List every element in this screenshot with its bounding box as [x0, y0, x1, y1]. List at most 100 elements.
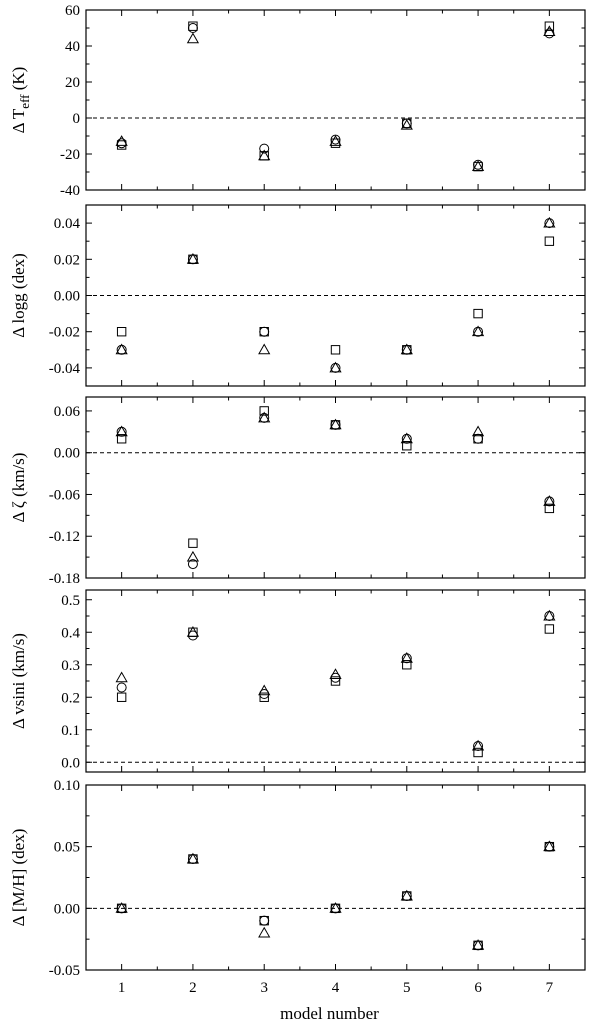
- panel-1: -40 -20 0 20 40 60 Δ Teff (K): [9, 3, 586, 199]
- x-tick-label: 4: [332, 980, 340, 996]
- y-tick-label: 0.02: [54, 252, 80, 268]
- y-tick-label: 0.04: [54, 216, 81, 232]
- y-tick-label: 0.1: [61, 723, 80, 739]
- y-tick-label: -0.04: [49, 361, 81, 377]
- y-axis-label: Δ vsini (km/s): [9, 633, 28, 729]
- y-axis-label: Δ ζ (km/s): [9, 453, 28, 523]
- x-tick-label: 1: [118, 980, 126, 996]
- y-tick-label: 0.00: [54, 901, 80, 917]
- triangle-marker: [329, 418, 342, 430]
- circle-marker: [259, 915, 270, 926]
- circle-marker: [401, 118, 412, 129]
- triangle-marker: [400, 343, 413, 355]
- triangle-marker: [258, 926, 271, 938]
- triangle-marker: [329, 135, 342, 146]
- y-axis-label: Δ [M/H] (dex): [9, 829, 28, 927]
- y-tick-label: 0.2: [61, 690, 80, 706]
- triangle-marker: [543, 216, 556, 228]
- triangle-marker: [329, 361, 342, 373]
- square-marker: [259, 406, 269, 416]
- square-marker: [544, 21, 555, 31]
- panel-frame: [85, 784, 586, 971]
- y-tick-label: -0.05: [49, 963, 80, 979]
- y-tick-label: 0.3: [61, 658, 80, 674]
- circle-marker: [116, 682, 127, 693]
- y-tick-label: 0.00: [54, 446, 80, 462]
- x-tick-label: 3: [260, 980, 268, 996]
- triangle-marker: [258, 684, 271, 696]
- square-marker: [544, 503, 555, 514]
- triangle-marker: [115, 135, 128, 146]
- y-tick-label: -40: [60, 183, 80, 199]
- circle-marker: [330, 134, 341, 145]
- triangle-marker: [543, 840, 556, 852]
- square-marker: [473, 747, 483, 758]
- x-tick-label: 5: [403, 980, 411, 996]
- panel-4: 0.0 0.1 0.2 0.3 0.4 0.5 Δ vsini (km/s): [9, 589, 586, 773]
- triangle-marker: [471, 939, 485, 950]
- y-tick-label: 40: [65, 39, 80, 55]
- y-tick-label: 0.00: [54, 289, 80, 305]
- square-marker: [259, 692, 269, 702]
- panel-3: -0.18 -0.12 -0.06 0.00 0.06 Δ ζ (km/s): [9, 396, 586, 587]
- panel-5: -0.05 0.00 0.05 0.10 Δ [M/H] (dex): [9, 778, 586, 979]
- y-tick-label: -0.02: [49, 325, 80, 341]
- triangle-marker: [115, 343, 128, 355]
- y-tick-label: -20: [60, 147, 80, 163]
- triangle-marker: [258, 343, 271, 355]
- square-marker: [116, 692, 127, 702]
- square-marker: [402, 660, 412, 670]
- triangle-marker: [471, 160, 485, 172]
- triangle-marker: [258, 149, 271, 161]
- square-marker: [544, 236, 555, 246]
- x-tick-label: 2: [189, 980, 197, 996]
- y-axis-label: Δ Teff (K): [9, 67, 32, 134]
- triangle-marker: [400, 118, 413, 130]
- y-tick-label: -0.06: [49, 487, 81, 503]
- circle-marker: [116, 138, 127, 149]
- circle-marker: [259, 326, 270, 337]
- square-marker: [402, 441, 412, 451]
- y-tick-label: 0.0: [61, 755, 80, 771]
- y-tick-label: 20: [65, 75, 80, 91]
- x-tick-label: 6: [474, 980, 482, 996]
- triangle-marker: [186, 253, 200, 264]
- circle-marker: [259, 143, 270, 154]
- triangle-marker: [543, 609, 556, 621]
- triangle-marker: [543, 25, 556, 37]
- circle-marker: [187, 23, 198, 33]
- triangle-marker: [329, 668, 342, 679]
- triangle-marker: [471, 739, 485, 751]
- square-marker: [188, 538, 198, 548]
- square-marker: [330, 676, 341, 686]
- square-marker: [116, 327, 127, 337]
- y-tick-label: 0.4: [61, 625, 80, 641]
- y-tick-label: 60: [65, 3, 80, 19]
- x-tick-label: 7: [546, 980, 554, 996]
- triangle-marker: [186, 625, 200, 637]
- triangle-marker: [400, 432, 413, 444]
- panel-frame: [85, 9, 586, 191]
- y-tick-label: 0.05: [54, 840, 80, 856]
- panel-2: -0.04 -0.02 0.00 0.02 0.04 Δ logg (dex): [9, 204, 586, 387]
- y-axis-label: Δ logg (dex): [9, 253, 28, 338]
- y-tick-label: -0.18: [49, 571, 80, 587]
- square-marker: [116, 434, 127, 444]
- triangle-marker: [115, 425, 128, 437]
- x-axis-label: model number: [280, 1004, 379, 1023]
- y-tick-label: -0.12: [49, 529, 80, 545]
- triangle-marker: [115, 902, 128, 913]
- y-tick-label: 0.5: [61, 593, 80, 609]
- triangle-marker: [186, 32, 200, 44]
- circle-marker: [473, 433, 484, 444]
- triangle-marker: [543, 495, 556, 506]
- triangle-marker: [258, 411, 271, 423]
- panel-frame: [85, 204, 586, 387]
- square-marker: [330, 345, 341, 355]
- circle-marker: [187, 559, 198, 570]
- circle-marker: [473, 159, 484, 170]
- square-marker: [473, 308, 483, 319]
- triangle-marker: [115, 671, 128, 683]
- triangle-marker: [471, 425, 485, 437]
- triangle-marker: [400, 651, 413, 663]
